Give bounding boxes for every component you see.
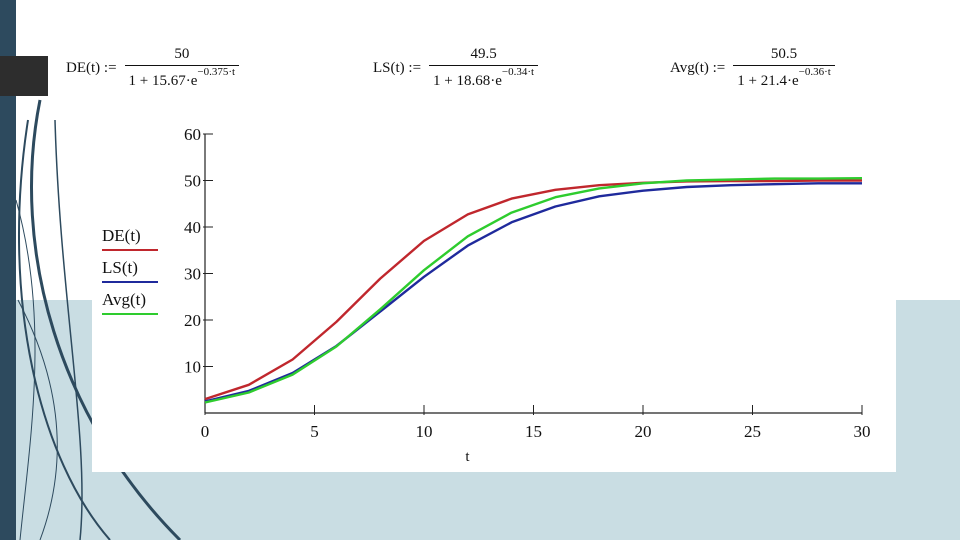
y-tick-label: 10 xyxy=(184,358,201,377)
denominator: 1 + 18.68·e−0.34·t xyxy=(429,66,538,90)
denominator: 1 + 21.4·e−0.36·t xyxy=(733,66,835,90)
y-tick-label: 60 xyxy=(184,125,201,144)
x-tick-label: 15 xyxy=(525,422,542,441)
denominator: 1 + 15.67·e−0.375·t xyxy=(125,66,240,90)
exponent: −0.36·t xyxy=(798,66,831,78)
denominator-base: 1 + 15.67·e xyxy=(128,73,198,89)
formula-avg: Avg(t) := 50.5 1 + 21.4·e−0.36·t xyxy=(670,38,835,98)
y-tick-label: 40 xyxy=(184,218,201,237)
formula-name: Avg(t) := xyxy=(670,59,726,76)
y-tick-label: 50 xyxy=(184,172,201,191)
x-tick-label: 0 xyxy=(201,422,210,441)
formula-strip: DE(t) := 50 1 + 15.67·e−0.375·t LS(t) :=… xyxy=(48,24,928,100)
dark-tab-marker xyxy=(0,56,48,96)
legend-label-avgt: Avg(t) xyxy=(102,290,146,309)
formula-name: DE(t) := xyxy=(66,59,117,76)
x-tick-label: 20 xyxy=(635,422,652,441)
exponent: −0.375·t xyxy=(197,66,236,78)
legend-label-lst: LS(t) xyxy=(102,258,138,277)
x-tick-label: 10 xyxy=(416,422,433,441)
y-tick-label: 20 xyxy=(184,311,201,330)
legend-label-det: DE(t) xyxy=(102,226,141,245)
denominator-base: 1 + 18.68·e xyxy=(433,73,502,89)
x-tick-label: 25 xyxy=(744,422,761,441)
fraction: 50.5 1 + 21.4·e−0.36·t xyxy=(733,46,835,90)
denominator-base: 1 + 21.4·e xyxy=(737,73,799,89)
x-tick-label: 30 xyxy=(854,422,871,441)
left-accent-bar xyxy=(0,0,16,540)
formula-de: DE(t) := 50 1 + 15.67·e−0.375·t xyxy=(66,38,240,98)
numerator: 50 xyxy=(174,46,190,62)
fraction: 49.5 1 + 18.68·e−0.34·t xyxy=(429,46,539,90)
fraction-bar xyxy=(429,65,539,66)
series-line-avgt xyxy=(204,177,863,404)
logistic-growth-chart: 10 20 30 40 50 60 0 5 10 15 20 25 30 t DE(t) LS(t) Avg(t… xyxy=(102,125,871,465)
x-axis-label: t xyxy=(465,449,470,465)
y-tick-label: 30 xyxy=(184,265,201,284)
formula-ls: LS(t) := 49.5 1 + 18.68·e−0.34·t xyxy=(373,38,539,98)
formula-name: LS(t) := xyxy=(373,59,422,76)
numerator: 50.5 xyxy=(770,46,798,62)
x-tick-label: 5 xyxy=(310,422,319,441)
series-line-det xyxy=(204,179,862,401)
fraction: 50 1 + 15.67·e−0.375·t xyxy=(124,46,240,90)
fraction-bar xyxy=(124,65,240,66)
exponent: −0.34·t xyxy=(501,66,535,78)
numerator: 49.5 xyxy=(470,46,497,62)
fraction-bar xyxy=(733,65,835,66)
